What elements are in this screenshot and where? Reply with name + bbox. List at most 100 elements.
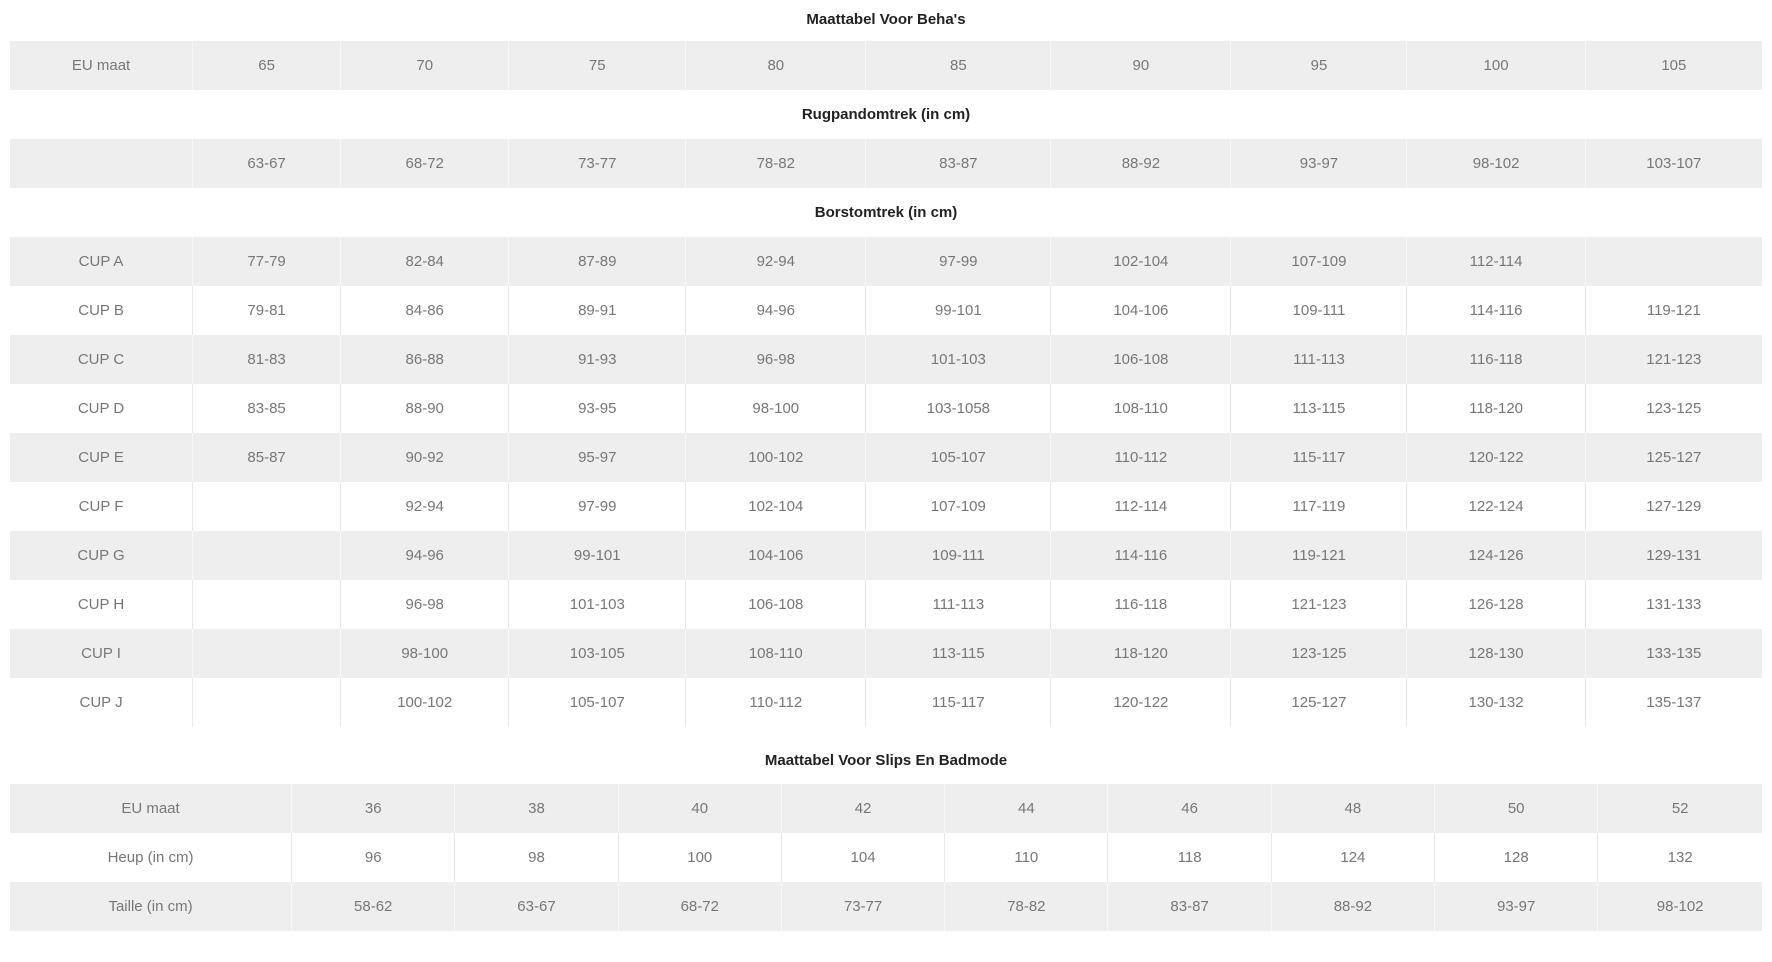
row-label: CUP J [10,678,194,727]
row-label: CUP F [10,482,194,531]
table-row: Taille (in cm) 58-62 63-67 68-72 73-77 78-82 8… [10,882,1762,931]
table-cell: 96 [292,833,456,882]
table-cell: 104-106 [1051,286,1232,335]
table-cell: 97-99 [866,237,1052,286]
table-cell: 88-90 [341,384,510,433]
table-cell: 85 [866,41,1052,90]
table-cell: 87-89 [509,237,687,286]
slips-table-title: Maattabel Voor Slips En Badmode [764,752,1008,769]
table-cell: 105-107 [866,433,1052,482]
table-cell: 94-96 [341,531,510,580]
row-label: CUP I [10,629,194,678]
table-cell: 98-100 [686,384,867,433]
table-cell: 131-133 [1585,580,1762,629]
row-label: CUP H [10,580,194,629]
table-cell: 124 [1271,833,1436,882]
row-label: EU maat [10,784,293,833]
row-label [10,139,194,188]
table-cell: 92-94 [686,237,867,286]
table-cell: 50 [1435,784,1599,833]
table-cell: 85-87 [193,433,342,482]
table-cell: 101-103 [509,580,687,629]
table-cell: 75 [509,41,687,90]
table-row: CUP G 94-96 99-101 104-106 109-111 114-116 119… [10,531,1762,580]
table-cell: 126-128 [1407,580,1586,629]
table-cell: 123-125 [1585,384,1762,433]
table-cell: 113-115 [1231,384,1408,433]
table-cell: 121-123 [1231,580,1408,629]
table-cell: 98 [455,833,619,882]
table-cell: 116-118 [1051,580,1232,629]
table-cell: 128-130 [1407,629,1586,678]
table-cell: 114-116 [1051,531,1232,580]
row-label: EU maat [10,41,194,90]
table-cell: 114-116 [1407,286,1586,335]
row-label: CUP B [10,286,194,335]
table-cell: 103-105 [509,629,687,678]
table-cell: 95-97 [509,433,687,482]
table-cell: 83-87 [866,139,1052,188]
section-heading-row: Borstomtrek (in cm) [10,188,1762,237]
table-cell: 38 [455,784,619,833]
table-cell: 63-67 [455,882,619,931]
table-cell: 99-101 [866,286,1052,335]
table-row: CUP E 85-87 90-92 95-97 100-102 105-107 110-11… [10,433,1762,482]
table-row: EU maat 36 38 40 42 44 46 48 50 52 [10,784,1762,833]
table-cell: 119-121 [1585,286,1762,335]
table-cell: 100 [1407,41,1586,90]
table-cell: 91-93 [509,335,687,384]
table-cell: 119-121 [1231,531,1408,580]
table-row: CUP D 83-85 88-90 93-95 98-100 103-1058 108-11… [10,384,1762,433]
table-cell: 125-127 [1231,678,1408,727]
table-cell: 105-107 [509,678,687,727]
table-cell: 80 [686,41,867,90]
table-cell: 118-120 [1051,629,1232,678]
table-row: 63-67 68-72 73-77 78-82 83-87 88-92 93-97 98-10… [10,139,1762,188]
table-cell: 108-110 [686,629,867,678]
section-heading-row: Rugpandomtrek (in cm) [10,90,1762,139]
table-cell: 81-83 [193,335,342,384]
table-cell: 93-95 [509,384,687,433]
table-cell: 120-122 [1407,433,1586,482]
table-cell: 96-98 [341,580,510,629]
table-cell: 116-118 [1407,335,1586,384]
table-cell: 133-135 [1585,629,1762,678]
table-cell: 100-102 [686,433,867,482]
table-cell: 52 [1598,784,1762,833]
table-cell: 70 [341,41,510,90]
table-cell: 83-85 [193,384,342,433]
table-cell: 104 [781,833,946,882]
table-cell: 40 [618,784,782,833]
table-cell [193,531,342,580]
row-label: CUP G [10,531,194,580]
table-cell: 65 [193,41,342,90]
table-cell: 98-100 [341,629,510,678]
table-cell: 83-87 [1108,882,1272,931]
table-cell: 93-97 [1435,882,1599,931]
table-cell: 97-99 [509,482,687,531]
table-cell: 110-112 [1051,433,1232,482]
table-cell: 104-106 [686,531,867,580]
table-cell [193,482,342,531]
table-cell: 89-91 [509,286,687,335]
table-cell: 107-109 [1231,237,1408,286]
table-cell: 36 [292,784,456,833]
table-cell: 100 [618,833,782,882]
table-cell: 110-112 [686,678,867,727]
table-cell: 113-115 [866,629,1052,678]
table-cell: 58-62 [292,882,456,931]
section-heading: Rugpandomtrek (in cm) [10,90,1762,139]
table-cell: 135-137 [1585,678,1762,727]
table-cell [193,629,342,678]
table-cell: 111-113 [866,580,1052,629]
table-row: CUP B 79-81 84-86 89-91 94-96 99-101 104-106 10… [10,286,1762,335]
table-cell: 46 [1108,784,1272,833]
table-cell: 68-72 [341,139,510,188]
table-cell: 78-82 [686,139,867,188]
table-cell: 100-102 [341,678,510,727]
table-cell: 112-114 [1407,237,1586,286]
table-cell: 44 [945,784,1109,833]
row-label: CUP C [10,335,194,384]
table-cell: 90 [1051,41,1232,90]
